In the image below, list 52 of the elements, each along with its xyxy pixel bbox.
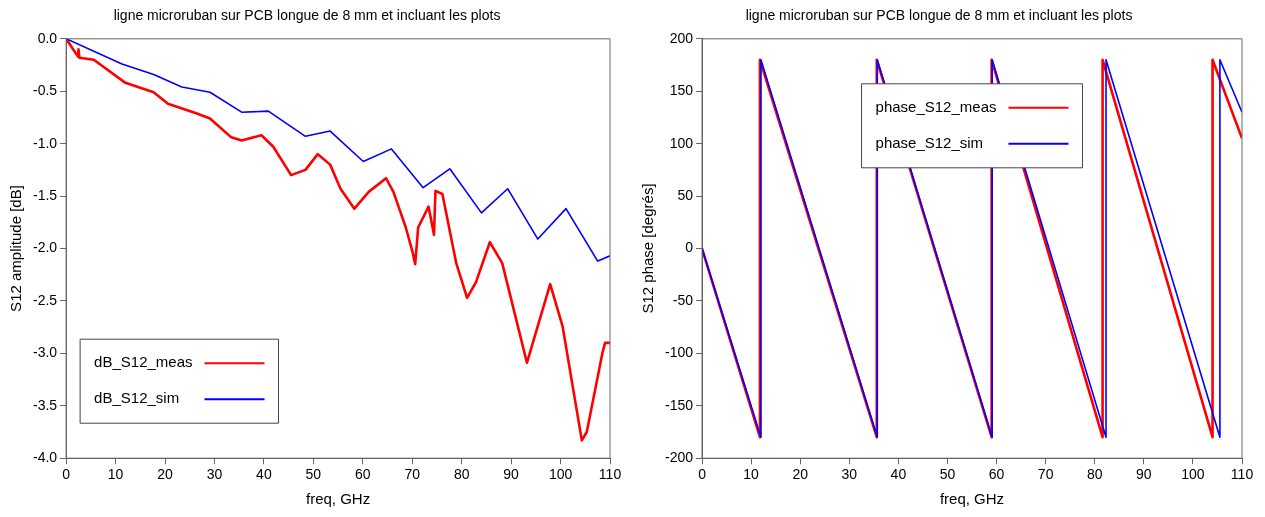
y-tick-label: 150 (669, 82, 694, 99)
x-axis-title: freq, GHz (305, 490, 371, 508)
x-tick-label: 100 (1181, 466, 1205, 483)
x-tick-label: 30 (206, 466, 223, 483)
y-tick-label: 0.0 (37, 29, 58, 46)
x-tick-label: 10 (107, 466, 124, 483)
y-tick-label: 50 (677, 186, 694, 203)
x-tick-label: 40 (256, 466, 272, 483)
y-tick-label: -200 (664, 449, 694, 466)
y-tick-label: -2.5 (33, 291, 58, 308)
x-tick-label: 50 (305, 466, 322, 483)
x-tick-label: 30 (841, 466, 858, 483)
x-tick-label: 110 (1230, 466, 1254, 483)
x-tick-label: 10 (743, 466, 760, 483)
chart-title: ligne microruban sur PCB longue de 8 mm et incluant les plots (113, 7, 501, 24)
x-tick-label: 90 (503, 466, 520, 483)
x-tick-label: 80 (453, 466, 470, 483)
y-tick-label: 200 (669, 29, 694, 46)
y-tick-label: -1.5 (33, 186, 58, 203)
y-tick-label: -150 (664, 396, 694, 413)
y-tick-label: -2.0 (33, 239, 58, 256)
chart-title: ligne microruban sur PCB longue de 8 mm et incluant les plots (745, 7, 1133, 24)
legend-label: dB_S12_sim (94, 389, 180, 407)
legend-label: phase_S12_meas (875, 97, 997, 115)
x-tick-label: 20 (157, 466, 174, 483)
x-tick-label: 60 (354, 466, 371, 483)
x-tick-label: 70 (404, 466, 421, 483)
x-tick-label: 80 (1086, 466, 1103, 483)
y-axis-title: S12 phase [degrés] (639, 183, 657, 314)
x-tick-label: 60 (988, 466, 1005, 483)
y-tick-label: -0.5 (33, 82, 58, 99)
x-tick-label: 0 (62, 466, 71, 483)
x-tick-label: 110 (598, 466, 622, 483)
y-tick-label: -4.0 (33, 449, 58, 466)
y-tick-label: -3.5 (33, 396, 58, 413)
x-tick-label: 50 (939, 466, 956, 483)
x-tick-label: 70 (1037, 466, 1054, 483)
y-tick-label: -1.0 (33, 134, 58, 151)
x-tick-label: 100 (548, 466, 573, 483)
y-tick-label: -3.0 (33, 344, 58, 361)
x-tick-label: 90 (1136, 466, 1152, 483)
x-tick-label: 0 (698, 466, 707, 483)
x-axis-title: freq, GHz (939, 490, 1005, 508)
x-tick-label: 20 (792, 466, 809, 483)
legend-label: dB_S12_meas (94, 353, 193, 371)
y-tick-label: -50 (672, 291, 694, 308)
y-tick-label: -100 (664, 344, 694, 361)
y-tick-label: 0 (685, 239, 694, 256)
y-tick-label: 100 (669, 134, 694, 151)
legend-label: phase_S12_sim (875, 133, 984, 151)
x-tick-label: 40 (890, 466, 907, 483)
y-axis-title: S12 amplitude [dB] (7, 185, 25, 312)
